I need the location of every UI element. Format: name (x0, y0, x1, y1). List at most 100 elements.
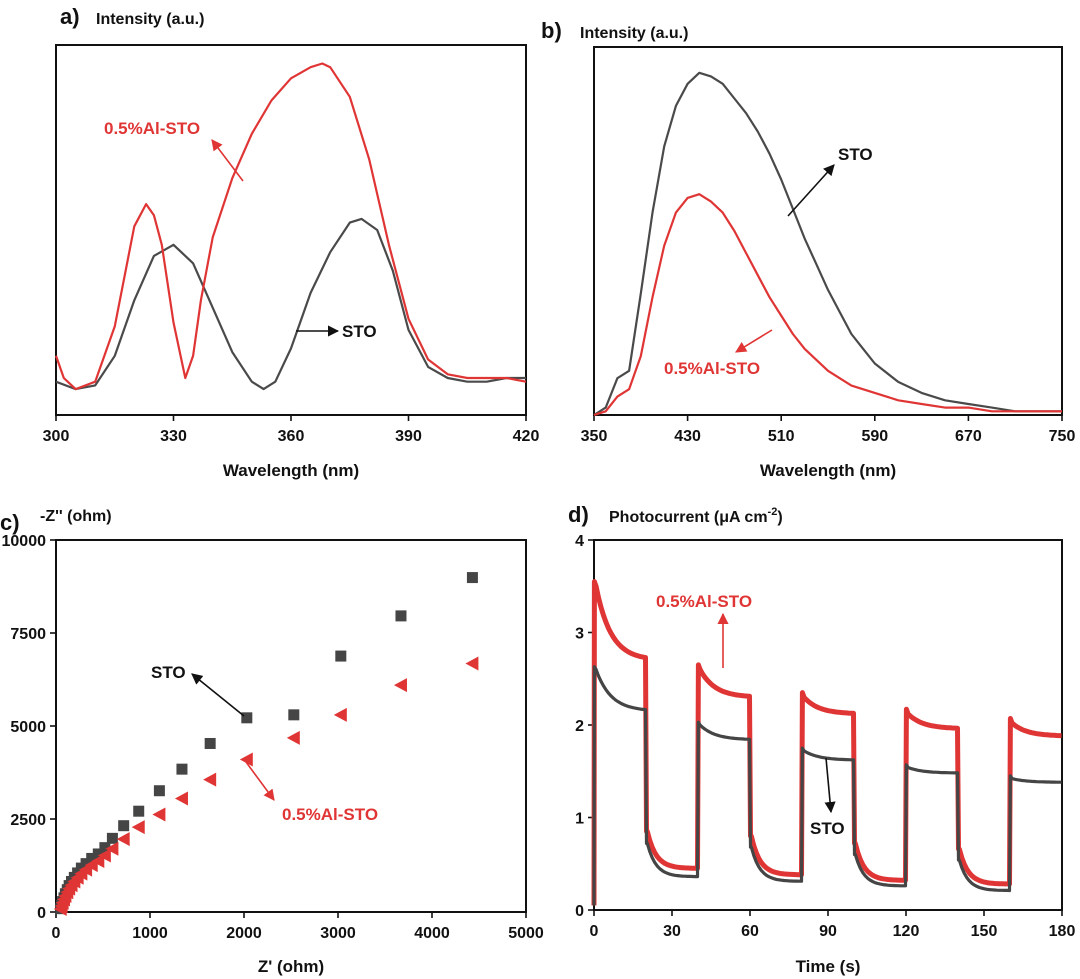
panel-b-xlabel: Wavelength (nm) (760, 461, 896, 480)
panel-d-xticks: 0 30 60 90 120 150 180 (590, 910, 1075, 940)
panel-d-label: d) (568, 502, 589, 527)
al-sto-point (286, 730, 300, 745)
series-line-sto (593, 71, 1062, 416)
x-tick-label: 750 (1049, 428, 1076, 445)
panel-a-xticks: 300 330 360 390 420 (43, 415, 540, 445)
sto-point (395, 610, 407, 622)
al-sto-point (465, 656, 479, 671)
panel-b: b) Intensity (a.u.) 350 430 510 590 670 750 W… (541, 18, 1075, 480)
panel-c-xlabel: Z' (ohm) (258, 957, 324, 976)
x-tick-label: 30 (663, 923, 681, 940)
panel-b-annotation-alsto: 0.5%Al-STO (664, 359, 760, 378)
x-tick-label: 300 (43, 428, 70, 445)
series-line-0-5-al-sto (54, 62, 527, 391)
panel-c-ylabel: -Z'' (ohm) (40, 508, 112, 525)
panel-a: a) Intensity (a.u.) 300 330 360 390 420 Wave… (43, 4, 540, 480)
sto-point (99, 842, 111, 854)
panel-b-frame (593, 46, 1063, 416)
panel-a-annotation-alsto: 0.5%Al-STO (104, 119, 200, 138)
y-tick-label: 4 (575, 533, 584, 550)
panel-d-annotation-alsto: 0.5%Al-STO (656, 592, 752, 611)
al-sto-point (116, 832, 130, 847)
panel-c-annotation-sto: STO (151, 663, 186, 682)
y-tick-label: 0 (575, 903, 584, 920)
series-line-sto (592, 665, 1062, 906)
panel-c-frame (55, 539, 527, 913)
al-sto-point (152, 807, 166, 822)
panel-d-xlabel: Time (s) (796, 957, 861, 976)
panel-d-arrow-sto (824, 757, 836, 814)
al-sto-point (393, 678, 407, 693)
panel-d-ylabel-sup: -2 (768, 506, 778, 518)
sto-point (86, 852, 98, 864)
al-sto-point (203, 772, 217, 787)
y-tick-label: 3 (575, 626, 584, 643)
y-tick-label: 5000 (10, 719, 46, 736)
x-tick-label: 150 (971, 923, 998, 940)
sto-point (133, 805, 145, 817)
x-tick-label: 5000 (508, 925, 544, 942)
sto-point (80, 858, 92, 870)
panel-b-label: b) (541, 18, 562, 43)
panel-a-frame (55, 44, 527, 416)
panel-a-label: a) (60, 4, 80, 29)
sto-point (106, 832, 118, 844)
x-tick-label: 3000 (320, 925, 356, 942)
al-sto-point (239, 752, 253, 767)
al-sto-point (91, 854, 105, 869)
panel-d-ylabel-close: ) (777, 509, 782, 526)
x-tick-label: 420 (513, 428, 540, 445)
series-line-sto (55, 217, 526, 391)
panel-b-annotation-sto: STO (838, 145, 873, 164)
sto-point (204, 737, 216, 749)
x-tick-label: 510 (768, 428, 795, 445)
sto-point (288, 709, 300, 721)
y-tick-label: 10000 (2, 533, 47, 550)
panel-d-annotation-sto: STO (810, 819, 845, 838)
al-sto-point (333, 707, 347, 722)
panel-c-label: c) (0, 510, 20, 535)
x-tick-label: 390 (395, 428, 422, 445)
x-tick-label: 90 (819, 923, 837, 940)
sto-point (466, 572, 478, 584)
x-tick-label: 0 (590, 923, 599, 940)
panel-d-ylabel: Photocurrent (μA cm-2) (609, 506, 783, 526)
y-tick-label: 2500 (10, 812, 46, 829)
y-tick-label: 1 (575, 811, 584, 828)
panel-d-lines (591, 579, 1062, 906)
panel-b-ylabel: Intensity (a.u.) (580, 25, 688, 42)
sto-point (118, 820, 130, 832)
x-tick-label: 330 (160, 428, 187, 445)
panel-d-yticks: 0 1 2 3 4 (575, 533, 594, 920)
al-sto-point (97, 848, 111, 863)
x-tick-label: 430 (674, 428, 701, 445)
sto-point (241, 712, 253, 724)
x-tick-label: 670 (955, 428, 982, 445)
panel-c-xticks: 0 1000 2000 3000 4000 5000 (52, 912, 544, 942)
x-tick-label: 360 (278, 428, 305, 445)
x-tick-label: 120 (893, 923, 920, 940)
series-line-0-5-al-sto (591, 579, 1062, 906)
panel-b-xticks: 350 430 510 590 670 750 (581, 415, 1076, 445)
panel-c: c) -Z'' (ohm) 0 1000 2000 3000 4000 5000 0 250… (0, 508, 544, 976)
sto-point (335, 650, 347, 662)
sto-point (153, 785, 165, 797)
y-tick-label: 2 (575, 718, 584, 735)
al-sto-point (174, 791, 188, 806)
x-tick-label: 350 (581, 428, 608, 445)
panel-c-points (53, 572, 479, 917)
panel-d: d) Photocurrent (μA cm-2) 0 30 60 90 120 150 1… (568, 502, 1075, 976)
x-tick-label: 590 (861, 428, 888, 445)
al-sto-point (131, 820, 145, 835)
x-tick-label: 4000 (414, 925, 450, 942)
x-tick-label: 0 (52, 925, 61, 942)
sto-point (92, 848, 104, 860)
series-line-0-5-al-sto (593, 193, 1062, 417)
panel-c-annotation-alsto: 0.5%Al-STO (282, 805, 378, 824)
panel-a-lines (54, 62, 527, 391)
panel-c-yticks: 0 2500 5000 7500 10000 (2, 533, 56, 922)
panel-c-arrow-alsto (245, 761, 275, 801)
al-sto-point (105, 841, 119, 856)
panel-b-arrow-sto (787, 164, 835, 217)
panel-d-ylabel-main: Photocurrent (μA cm (609, 509, 768, 526)
